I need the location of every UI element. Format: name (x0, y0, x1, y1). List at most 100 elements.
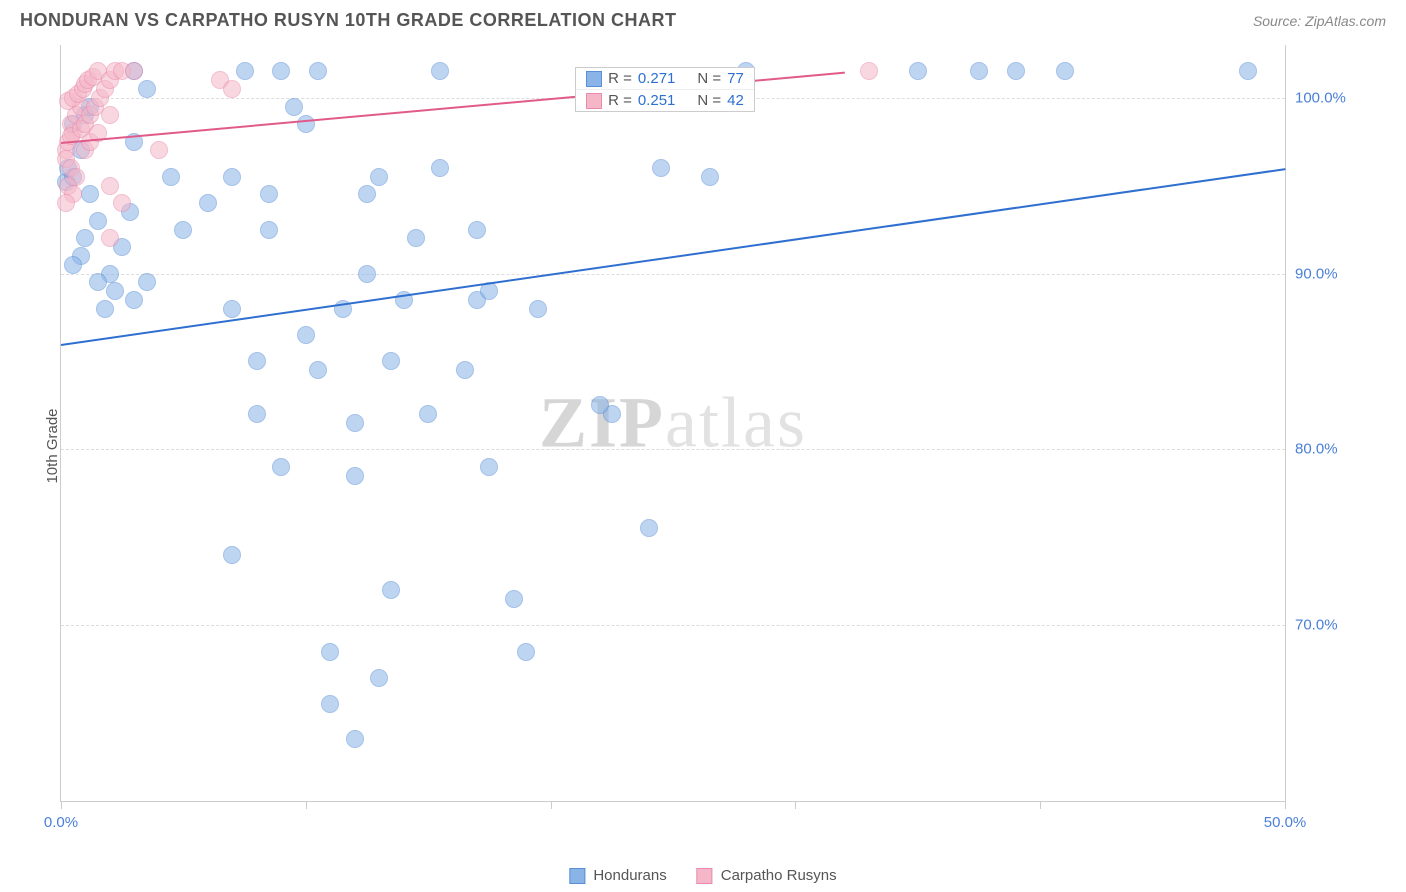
scatter-point (370, 168, 388, 186)
scatter-point (138, 80, 156, 98)
scatter-point (248, 352, 266, 370)
n-value: 77 (727, 70, 744, 87)
xtick (551, 801, 552, 809)
scatter-point (101, 106, 119, 124)
scatter-point (199, 194, 217, 212)
xtick (1040, 801, 1041, 809)
scatter-point (346, 414, 364, 432)
scatter-point (346, 467, 364, 485)
scatter-point (223, 546, 241, 564)
scatter-point (591, 396, 609, 414)
chart-title: HONDURAN VS CARPATHO RUSYN 10TH GRADE CO… (20, 10, 677, 31)
scatter-point (106, 282, 124, 300)
correlation-legend-row: R = 0.271 N = 77 (576, 68, 754, 90)
n-label: N = (697, 70, 721, 87)
scatter-point (517, 643, 535, 661)
n-value: 42 (727, 92, 744, 109)
scatter-point (456, 361, 474, 379)
scatter-point (468, 221, 486, 239)
scatter-point (101, 177, 119, 195)
scatter-point (223, 168, 241, 186)
legend-item: Hondurans (569, 867, 666, 884)
watermark: ZIPatlas (539, 382, 807, 465)
scatter-point (89, 212, 107, 230)
scatter-point (358, 265, 376, 283)
scatter-point (480, 458, 498, 476)
xtick (61, 801, 62, 809)
watermark-zip: ZIP (539, 383, 665, 463)
scatter-point (64, 256, 82, 274)
legend-swatch (586, 71, 602, 87)
scatter-point (370, 669, 388, 687)
scatter-point (285, 98, 303, 116)
scatter-point (1056, 62, 1074, 80)
scatter-point (96, 300, 114, 318)
scatter-point (640, 519, 658, 537)
scatter-point (309, 62, 327, 80)
scatter-point (81, 185, 99, 203)
scatter-point (431, 159, 449, 177)
scatter-point (505, 590, 523, 608)
r-value: 0.251 (638, 92, 676, 109)
scatter-point (407, 229, 425, 247)
plot-area: ZIPatlas 70.0%80.0%90.0%100.0%0.0%50.0%R… (60, 45, 1286, 802)
legend-label: Hondurans (593, 867, 666, 884)
xtick (795, 801, 796, 809)
scatter-point (150, 141, 168, 159)
n-label: N = (697, 92, 721, 109)
ytick-label: 90.0% (1295, 265, 1370, 282)
scatter-point (260, 185, 278, 203)
scatter-point (223, 80, 241, 98)
scatter-point (76, 229, 94, 247)
scatter-point (113, 194, 131, 212)
correlation-legend: R = 0.271 N = 77 R = 0.251 N = 42 (575, 67, 755, 112)
legend-item: Carpatho Rusyns (697, 867, 837, 884)
source-label: Source: ZipAtlas.com (1253, 13, 1386, 29)
scatter-point (125, 291, 143, 309)
grid-line (61, 449, 1285, 450)
scatter-point (860, 62, 878, 80)
scatter-point (909, 62, 927, 80)
scatter-point (162, 168, 180, 186)
scatter-point (652, 159, 670, 177)
ytick-label: 80.0% (1295, 441, 1370, 458)
scatter-point (321, 695, 339, 713)
scatter-point (970, 62, 988, 80)
scatter-point (125, 62, 143, 80)
scatter-point (297, 326, 315, 344)
scatter-point (346, 730, 364, 748)
watermark-rest: atlas (665, 383, 807, 463)
scatter-point (1239, 62, 1257, 80)
chart-container: ZIPatlas 70.0%80.0%90.0%100.0%0.0%50.0%R… (60, 45, 1386, 842)
r-label: R = (608, 70, 632, 87)
r-label: R = (608, 92, 632, 109)
legend-swatch (586, 93, 602, 109)
scatter-point (309, 361, 327, 379)
scatter-point (382, 581, 400, 599)
ytick-label: 100.0% (1295, 89, 1370, 106)
xtick (1285, 801, 1286, 809)
xtick-label: 50.0% (1264, 814, 1307, 831)
legend-swatch (697, 868, 713, 884)
correlation-legend-row: R = 0.251 N = 42 (576, 90, 754, 111)
scatter-point (138, 273, 156, 291)
chart-header: HONDURAN VS CARPATHO RUSYN 10TH GRADE CO… (0, 0, 1406, 31)
grid-line (61, 625, 1285, 626)
scatter-point (174, 221, 192, 239)
legend-swatch (569, 868, 585, 884)
legend-label: Carpatho Rusyns (721, 867, 837, 884)
scatter-point (358, 185, 376, 203)
scatter-point (272, 458, 290, 476)
scatter-point (1007, 62, 1025, 80)
scatter-point (57, 194, 75, 212)
scatter-point (236, 62, 254, 80)
scatter-point (223, 300, 241, 318)
scatter-point (419, 405, 437, 423)
scatter-point (272, 62, 290, 80)
r-value: 0.271 (638, 70, 676, 87)
grid-line (61, 274, 1285, 275)
xtick-label: 0.0% (44, 814, 78, 831)
scatter-point (260, 221, 278, 239)
y-axis-label: 10th Grade (44, 408, 61, 483)
scatter-point (382, 352, 400, 370)
